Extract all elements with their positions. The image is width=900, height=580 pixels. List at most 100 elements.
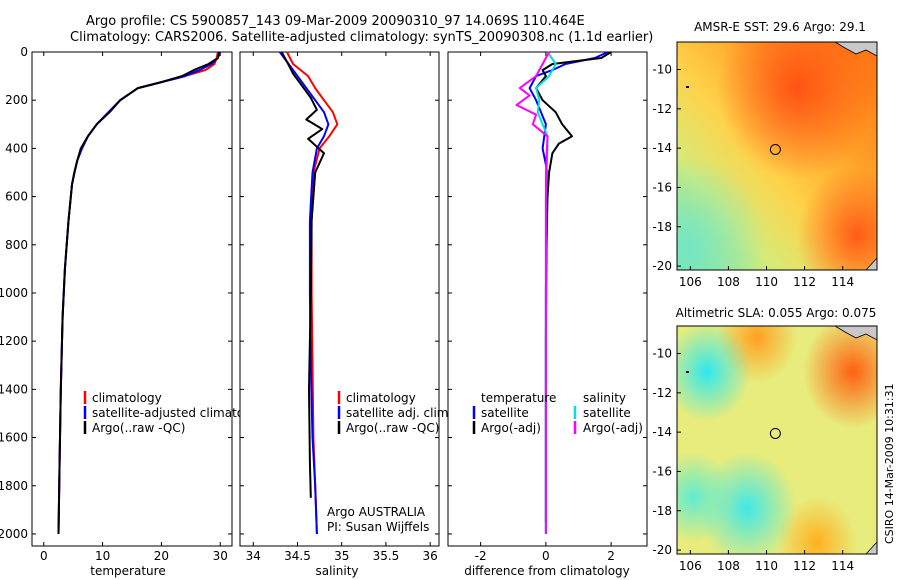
- y-tick-label: 200: [5, 93, 28, 107]
- x-tick-label: -2: [475, 549, 487, 563]
- temperature-x-axis: 0 10 20 30: [40, 51, 232, 563]
- series-line-argo-raw-qc-: [57, 51, 221, 535]
- salinity-x-axis: 34 34.5 35 35.5 36: [240, 51, 439, 563]
- lon-tick-label: 106: [679, 275, 702, 289]
- lon-tick-label: 112: [793, 275, 816, 289]
- sla-map: Altimetric SLA: 0.055 Argo: 0.075 106 108…: [652, 306, 878, 573]
- x-tick-label: 35: [334, 549, 349, 563]
- pressure-axis: 0 200 400 600 800 1000 1200 1400 1600 1800 2000: [0, 45, 36, 541]
- sla-island-dot: [686, 371, 689, 373]
- sla-map-frame: [676, 325, 878, 555]
- x-tick-label: 10: [95, 549, 110, 563]
- difference-legend: temperature satellite Argo(-adj) salinit…: [472, 391, 643, 435]
- sst-map: AMSR-E SST: 29.6 Argo: 29.1 106 108 110 112…: [652, 20, 878, 289]
- x-tick-label: 35.5: [373, 549, 400, 563]
- temperature-axes: [31, 51, 233, 547]
- legend-label-satellite: satellite-adjusted climatology: [92, 406, 270, 420]
- legend-label-argo: Argo(..raw -QC): [92, 421, 185, 435]
- lon-tick-label: 108: [717, 275, 740, 289]
- legend-header-salinity: salinity: [583, 391, 626, 405]
- lon-tick-label: 110: [755, 275, 778, 289]
- sst-cool-patch: [677, 42, 877, 270]
- lat-tick-label: -10: [652, 347, 672, 361]
- sst-argo-location-marker: [769, 143, 781, 155]
- difference-x-axis: -2 0 2: [448, 51, 647, 563]
- y-tick-label: 1600: [0, 431, 28, 445]
- lat-tick-label: -20: [652, 543, 672, 557]
- y-tick-label: 1800: [0, 479, 28, 493]
- lon-tick-label: 110: [755, 559, 778, 573]
- legend-label-climatology: climatology: [92, 391, 162, 405]
- y-tick-label: 400: [5, 141, 28, 155]
- sla-lat-axis: -10 -12 -14 -16 -18 -20: [652, 347, 681, 557]
- temperature-lines: [57, 51, 222, 535]
- legend-label-satellite: satellite adj. clim.: [346, 406, 452, 420]
- sla-lon-axis: 106 108 110 112 114: [679, 550, 854, 573]
- lat-tick-label: -16: [652, 464, 672, 478]
- x-tick-label: 2: [607, 549, 615, 563]
- sst-lat-axis: -10 -12 -14 -16 -18 -20: [652, 63, 681, 273]
- sla-argo-location-marker: [769, 427, 781, 439]
- sla-map-title: Altimetric SLA: 0.055 Argo: 0.075: [676, 306, 877, 320]
- salinity-legend: climatology satellite adj. clim. Argo(..…: [337, 391, 452, 435]
- series-line-climatology: [286, 51, 339, 535]
- lon-tick-label: 112: [793, 559, 816, 573]
- y-tick-label: 800: [5, 238, 28, 252]
- x-tick-label: 20: [154, 549, 169, 563]
- lat-tick-label: -18: [652, 220, 672, 234]
- salinity-panel: 34 34.5 35 35.5 36 salinity climatology sate…: [239, 51, 452, 578]
- argo-program-label: Argo AUSTRALIA: [327, 505, 426, 519]
- y-tick-label: 1400: [0, 382, 28, 396]
- y-tick-label: 2000: [0, 527, 28, 541]
- lon-tick-label: 114: [831, 559, 854, 573]
- difference-panel: -2 0 2 difference from climatology tempera…: [447, 51, 648, 578]
- lon-tick-label: 108: [717, 559, 740, 573]
- lat-tick-label: -20: [652, 259, 672, 273]
- salinity-xlabel: salinity: [315, 564, 358, 578]
- lat-tick-label: -12: [652, 102, 672, 116]
- legend-label-temp-satellite: satellite: [481, 406, 529, 420]
- x-tick-label: 0: [40, 549, 48, 563]
- lat-tick-label: -10: [652, 63, 672, 77]
- series-line-salinity-argo-adj-: [515, 51, 550, 534]
- figure-title-line2: Climatology: CARS2006. Satellite-adjuste…: [70, 30, 653, 45]
- sst-island-dot: [686, 86, 689, 88]
- difference-xlabel: difference from climatology: [464, 564, 630, 578]
- y-tick-label: 600: [5, 190, 28, 204]
- y-tick-label: 0: [20, 45, 28, 59]
- series-line-satellite-adj-clim-: [278, 51, 330, 535]
- sst-map-frame: [676, 41, 878, 271]
- argo-pi-label: PI: Susan Wijffels: [327, 520, 429, 534]
- x-tick-label: 0: [542, 549, 550, 563]
- lat-tick-label: -18: [652, 504, 672, 518]
- difference-axes: [447, 51, 648, 547]
- legend-label-sal-argo: Argo(-adj): [583, 421, 643, 435]
- x-tick-label: 34: [246, 549, 261, 563]
- salinity-axes: [239, 51, 440, 547]
- legend-label-temp-argo: Argo(-adj): [481, 421, 541, 435]
- csiro-timestamp-label: CSIRO 14-Mar-2009 10:31:31: [883, 383, 896, 544]
- legend-label-climatology: climatology: [346, 391, 416, 405]
- series-line-argo-raw-qc-: [280, 51, 325, 498]
- legend-header-temperature: temperature: [481, 391, 556, 405]
- lat-tick-label: -16: [652, 180, 672, 194]
- salinity-lines: [278, 51, 339, 535]
- difference-lines: [515, 51, 612, 534]
- lon-tick-label: 106: [679, 559, 702, 573]
- sla-low-patch-west: [677, 326, 877, 554]
- x-tick-label: 34.5: [284, 549, 311, 563]
- temperature-xlabel: temperature: [90, 564, 165, 578]
- x-tick-label: 36: [423, 549, 438, 563]
- legend-label-argo: Argo(..raw -QC): [346, 421, 439, 435]
- lat-tick-label: -12: [652, 386, 672, 400]
- legend-label-sal-satellite: satellite: [583, 406, 631, 420]
- lon-tick-label: 114: [831, 275, 854, 289]
- lat-tick-label: -14: [652, 425, 672, 439]
- temperature-panel: 0 200 400 600 800 1000 1200 1400 1600 1800 2000 0 1…: [0, 45, 270, 578]
- y-tick-label: 1200: [0, 334, 28, 348]
- figure-title-line1: Argo profile: CS 5900857_143 09-Mar-2009…: [86, 14, 585, 29]
- temperature-legend: climatology satellite-adjusted climatolo…: [83, 391, 270, 435]
- lat-tick-label: -14: [652, 141, 672, 155]
- y-tick-label: 1000: [0, 286, 28, 300]
